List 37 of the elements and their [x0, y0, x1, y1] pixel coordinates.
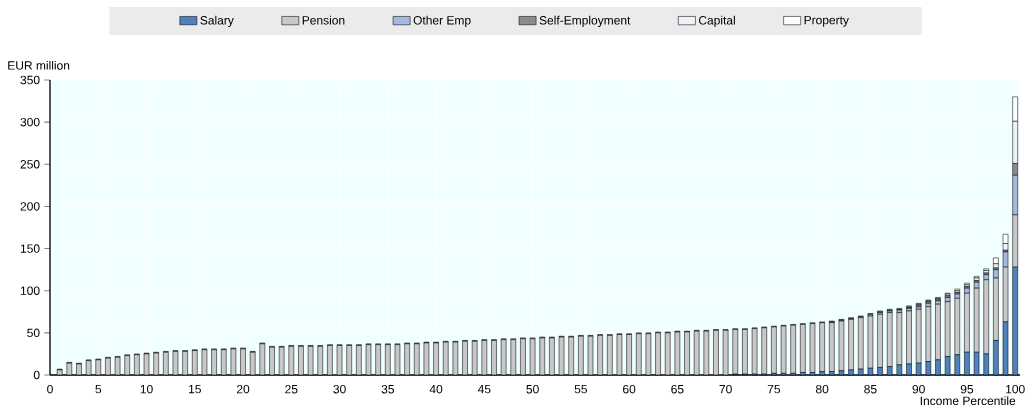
x-tick-label: 95 [960, 384, 974, 394]
x-tick-label: 5 [95, 384, 102, 394]
x-tick-label: 30 [333, 384, 346, 394]
y-tick-label: 50 [27, 328, 40, 338]
x-tick-label: 10 [140, 384, 153, 394]
legend-label: Property [804, 15, 849, 27]
x-tick-label: 75 [767, 384, 781, 394]
x-axis-title: Income Percentile [920, 396, 1016, 406]
y-tick-label: 100 [20, 286, 40, 295]
y-tick-label: 300 [20, 117, 40, 127]
x-tick-label: 100 [1006, 384, 1025, 394]
x-tick-label: 15 [189, 384, 201, 394]
y-tick-label: 150 [20, 244, 40, 253]
x-tick-label: 0 [47, 384, 53, 394]
legend-label: Pension [302, 15, 345, 25]
x-tick-label: 25 [285, 384, 298, 394]
x-tick-label: 55 [574, 384, 588, 394]
x-tick-label: 45 [477, 384, 491, 394]
x-tick-label: 90 [912, 384, 925, 394]
y-tick-label: 250 [20, 160, 40, 169]
y-axis-title: EUR million [8, 60, 70, 70]
x-tick-label: 50 [526, 384, 539, 394]
x-tick-label: 40 [429, 384, 443, 394]
x-tick-label: 85 [864, 384, 877, 394]
x-tick-label: 80 [815, 384, 829, 394]
legend-label: Self-Employment [539, 15, 631, 27]
legend-label: Salary [200, 15, 234, 27]
x-tick-label: 65 [671, 384, 684, 394]
x-tick-label: 60 [623, 384, 636, 394]
y-tick-label: 350 [20, 75, 40, 85]
legend-label: Other Emp [413, 15, 471, 27]
x-tick-label: 20 [236, 384, 250, 394]
y-tick-label: 0 [33, 370, 40, 380]
legend-label: Capital [698, 15, 735, 27]
y-tick-label: 200 [20, 202, 40, 211]
x-tick-label: 35 [381, 384, 394, 394]
x-tick-label: 70 [719, 384, 732, 394]
